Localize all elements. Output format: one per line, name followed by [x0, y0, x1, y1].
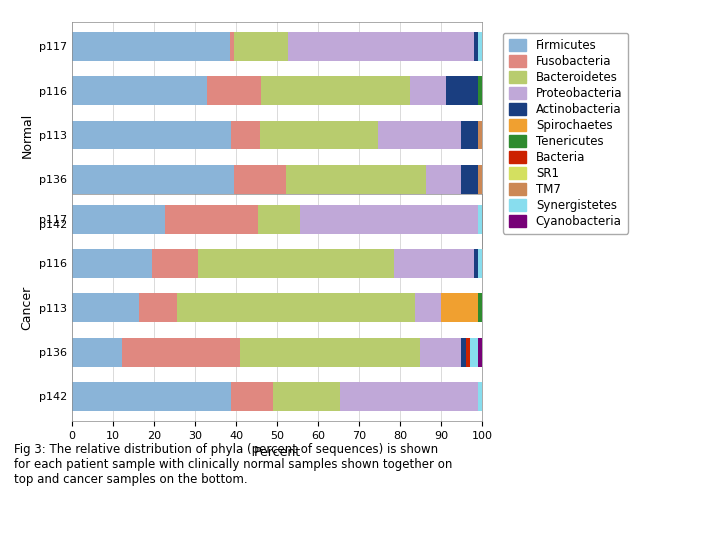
Bar: [72, 249, 152, 278]
Bar: [261, 120, 378, 150]
Bar: [139, 293, 176, 322]
Bar: [418, 210, 461, 238]
Bar: [378, 120, 462, 150]
Bar: [415, 293, 441, 322]
Bar: [233, 165, 286, 194]
Bar: [240, 338, 420, 367]
Bar: [234, 32, 287, 60]
Bar: [462, 120, 478, 150]
Bar: [426, 165, 461, 194]
Bar: [470, 338, 478, 367]
Bar: [72, 293, 139, 322]
Bar: [72, 205, 165, 233]
Bar: [207, 76, 261, 105]
Bar: [122, 338, 240, 367]
Text: Fig 3: The relative distribution of phyla (percent of sequences) is shown
for ea: Fig 3: The relative distribution of phyl…: [14, 443, 453, 486]
X-axis label: Percent: Percent: [253, 447, 301, 460]
Bar: [165, 205, 258, 233]
Bar: [478, 338, 482, 367]
Bar: [340, 382, 478, 411]
Bar: [72, 165, 233, 194]
Bar: [230, 32, 234, 60]
Bar: [478, 205, 482, 233]
Y-axis label: Cancer: Cancer: [20, 286, 33, 330]
Bar: [462, 338, 466, 367]
Bar: [300, 205, 478, 233]
Bar: [384, 210, 388, 238]
Bar: [286, 165, 426, 194]
Bar: [420, 338, 462, 367]
Bar: [287, 32, 474, 60]
Bar: [478, 76, 482, 105]
Bar: [72, 32, 230, 60]
Bar: [231, 382, 273, 411]
Bar: [410, 76, 446, 105]
Bar: [478, 382, 482, 411]
Bar: [72, 210, 384, 238]
Bar: [231, 120, 261, 150]
Legend: Firmicutes, Fusobacteria, Bacteroidetes, Proteobacteria, Actinobacteria, Spiroch: Firmicutes, Fusobacteria, Bacteroidetes,…: [503, 33, 628, 234]
Bar: [72, 120, 231, 150]
Bar: [258, 205, 300, 233]
Bar: [261, 76, 410, 105]
Bar: [388, 210, 418, 238]
Bar: [474, 249, 478, 278]
Bar: [72, 338, 122, 367]
Bar: [466, 338, 470, 367]
Bar: [197, 249, 395, 278]
Bar: [152, 249, 197, 278]
Bar: [441, 293, 478, 322]
Bar: [478, 165, 482, 194]
Bar: [461, 210, 482, 238]
Bar: [461, 165, 478, 194]
Bar: [72, 76, 207, 105]
Bar: [474, 32, 478, 60]
Bar: [478, 32, 482, 60]
Bar: [446, 76, 478, 105]
Bar: [395, 249, 474, 278]
Bar: [72, 382, 231, 411]
Bar: [478, 249, 482, 278]
Bar: [478, 293, 482, 322]
Bar: [273, 382, 340, 411]
Bar: [176, 293, 415, 322]
Y-axis label: Normal: Normal: [20, 112, 33, 158]
Bar: [478, 120, 482, 150]
